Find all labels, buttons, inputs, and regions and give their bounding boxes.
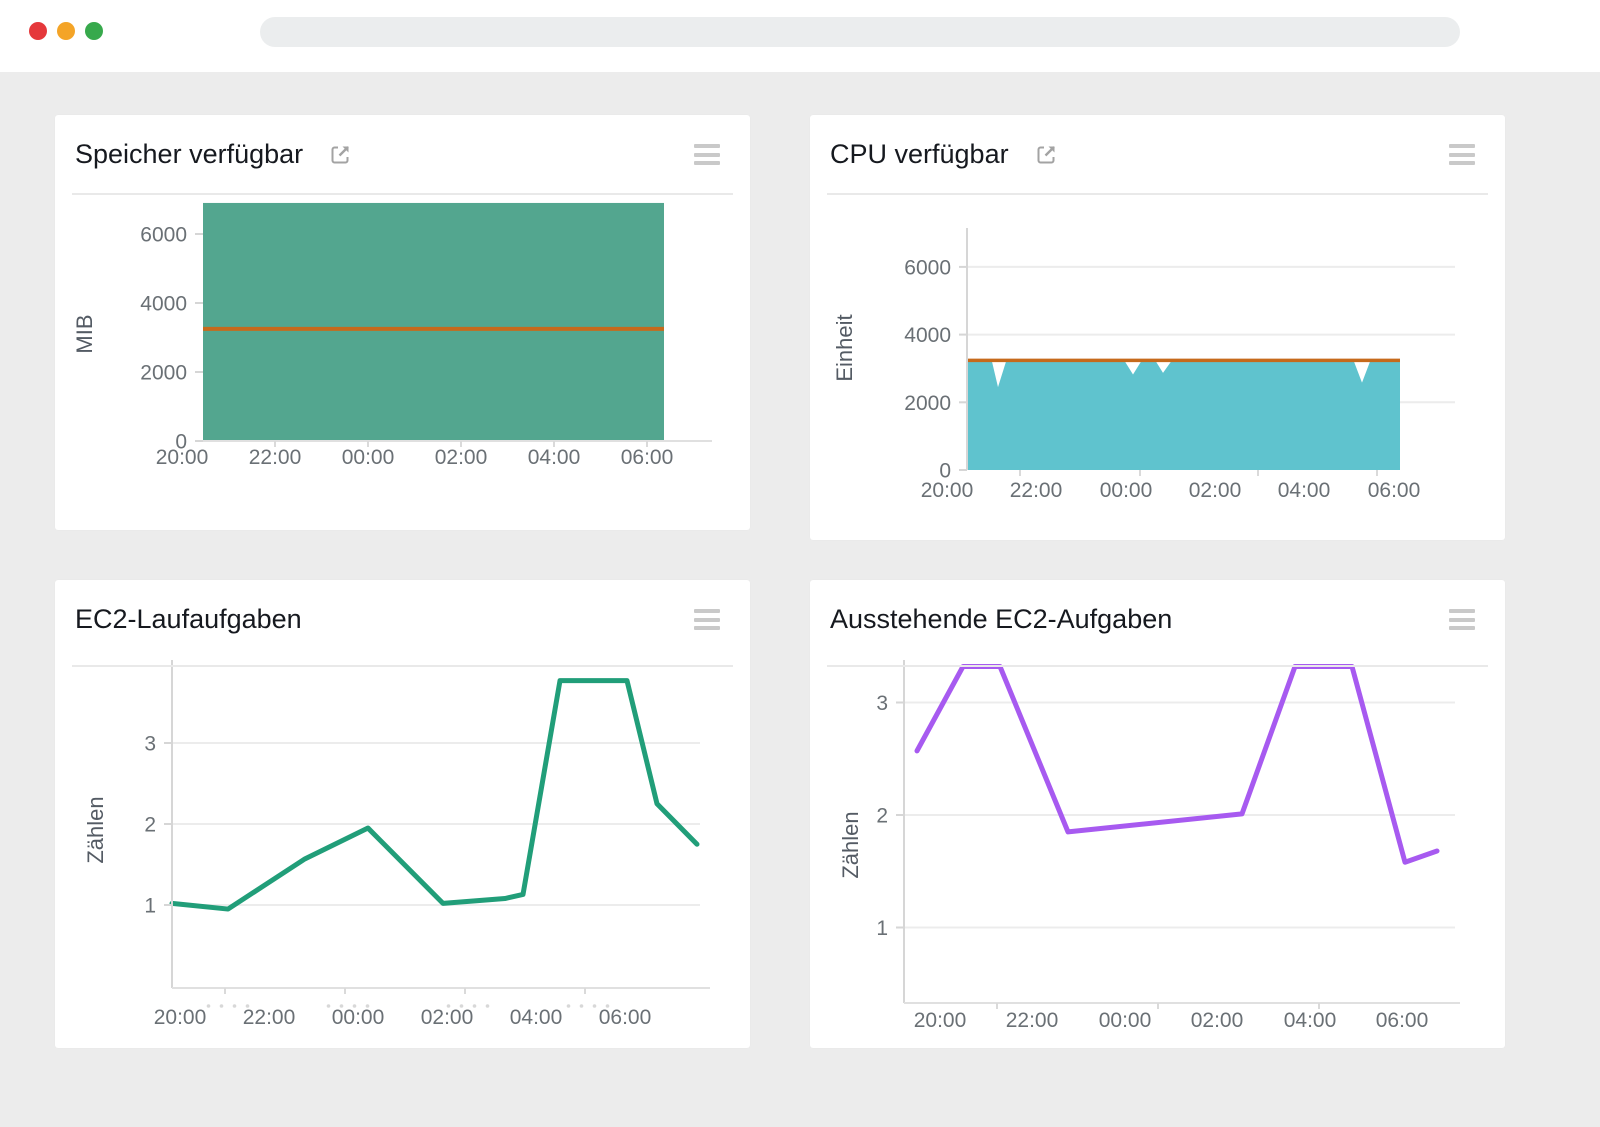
svg-text:00:00: 00:00	[1099, 1009, 1152, 1032]
svg-text:1: 1	[144, 895, 156, 918]
panel-header: CPU verfügbar	[810, 115, 1505, 170]
minimize-window-button[interactable]	[57, 22, 75, 40]
svg-text:2: 2	[144, 814, 156, 837]
svg-text:Einheit: Einheit	[832, 314, 857, 381]
svg-text:06:00: 06:00	[599, 1006, 652, 1029]
svg-text:3: 3	[144, 733, 156, 756]
panel-title: Ausstehende EC2-Aufgaben	[830, 604, 1173, 634]
svg-text:22:00: 22:00	[249, 446, 302, 469]
svg-text:04:00: 04:00	[510, 1006, 563, 1029]
external-link-icon[interactable]	[329, 143, 352, 166]
ec2-pending-tasks-chart: 1 2 3 20:00 22:00 00:00 02:00 04:00 06:00 Zählen	[838, 660, 1460, 1032]
panel-header: EC2-Laufaufgaben	[55, 580, 750, 635]
svg-text:22:00: 22:00	[1006, 1009, 1059, 1032]
svg-text:4000: 4000	[904, 324, 951, 347]
maximize-window-button[interactable]	[85, 22, 103, 40]
svg-text:0: 0	[939, 460, 951, 483]
menu-icon[interactable]	[1449, 609, 1475, 630]
panel-cpu-available: 0 2000 4000 6000 20:00 22:00 00:00 02:00 04:00 06…	[810, 115, 1505, 540]
svg-text:0: 0	[175, 431, 187, 454]
svg-text:22:00: 22:00	[243, 1006, 296, 1029]
cpu-available-chart: 0 2000 4000 6000 20:00 22:00 00:00 02:00 04:00 06…	[832, 228, 1455, 502]
panel-header: Speicher verfügbar	[55, 115, 750, 170]
ec2-running-tasks-chart: 1 2 3 20:00 22:00 00:00 02:00 04:00 06:00 Zählen	[83, 660, 710, 1029]
svg-text:00:00: 00:00	[1100, 479, 1153, 502]
close-window-button[interactable]	[29, 22, 47, 40]
svg-text:20:00: 20:00	[914, 1009, 967, 1032]
svg-text:20:00: 20:00	[921, 479, 974, 502]
svg-text:02:00: 02:00	[435, 446, 488, 469]
panel-ec2-pending-tasks: 1 2 3 20:00 22:00 00:00 02:00 04:00 06:00 Zählen …	[810, 580, 1505, 1048]
external-link-icon[interactable]	[1035, 143, 1058, 166]
svg-text:02:00: 02:00	[421, 1006, 474, 1029]
header-divider	[827, 665, 1488, 667]
svg-text:20:00: 20:00	[156, 446, 209, 469]
svg-text:04:00: 04:00	[528, 446, 581, 469]
panel-ec2-running-tasks: 1 2 3 20:00 22:00 00:00 02:00 04:00 06:00 Zählen …	[55, 580, 750, 1048]
menu-icon[interactable]	[1449, 144, 1475, 165]
svg-text:2: 2	[876, 805, 888, 828]
svg-text:02:00: 02:00	[1191, 1009, 1244, 1032]
svg-text:1: 1	[876, 917, 888, 940]
panel-memory-available: 0 2000 4000 6000 20:00 22:00 00:00 02:00 04:00 06…	[55, 115, 750, 530]
header-divider	[72, 665, 733, 667]
svg-text:6000: 6000	[904, 256, 951, 279]
svg-text:3: 3	[876, 692, 888, 715]
svg-text:6000: 6000	[140, 224, 187, 247]
panel-header: Ausstehende EC2-Aufgaben	[810, 580, 1505, 635]
svg-text:4000: 4000	[140, 293, 187, 316]
panel-title: CPU verfügbar	[830, 139, 1009, 169]
svg-text:Zählen: Zählen	[83, 796, 108, 863]
menu-icon[interactable]	[694, 144, 720, 165]
memory-available-chart: 0 2000 4000 6000 20:00 22:00 00:00 02:00 04:00 06…	[72, 202, 712, 469]
svg-text:06:00: 06:00	[1376, 1009, 1429, 1032]
svg-text:06:00: 06:00	[621, 446, 674, 469]
svg-text:MIB: MIB	[72, 314, 97, 353]
panel-title: Speicher verfügbar	[75, 139, 304, 169]
panel-title: EC2-Laufaufgaben	[75, 604, 302, 634]
svg-text:06:00: 06:00	[1368, 479, 1421, 502]
svg-text:00:00: 00:00	[332, 1006, 385, 1029]
svg-text:2000: 2000	[904, 392, 951, 415]
header-divider	[827, 193, 1488, 195]
svg-text:20:00: 20:00	[154, 1006, 207, 1029]
header-divider	[72, 193, 733, 195]
svg-text:04:00: 04:00	[1278, 479, 1331, 502]
svg-text:Zählen: Zählen	[838, 811, 863, 878]
svg-text:00:00: 00:00	[342, 446, 395, 469]
svg-text:04:00: 04:00	[1284, 1009, 1337, 1032]
svg-text:22:00: 22:00	[1010, 479, 1063, 502]
svg-text:02:00: 02:00	[1189, 479, 1242, 502]
menu-icon[interactable]	[694, 609, 720, 630]
browser-titlebar	[0, 0, 1600, 72]
svg-text:2000: 2000	[140, 362, 187, 385]
address-bar[interactable]	[260, 17, 1460, 47]
